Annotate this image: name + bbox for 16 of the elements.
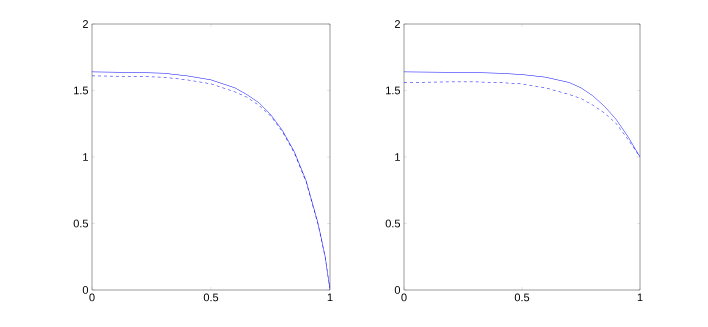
y-tick-label: 0	[82, 286, 88, 294]
x-tick-label: 1	[638, 294, 643, 302]
y-tick-label: 2	[82, 20, 88, 28]
y-tick-label: 1	[395, 153, 400, 161]
y-tick-label: 0.5	[386, 220, 400, 228]
y-tick-label: 0.5	[74, 220, 88, 228]
x-tick-label: 0.5	[204, 294, 218, 302]
y-tick-label: 0	[394, 286, 400, 294]
y-tick-label: 1.5	[386, 86, 400, 94]
y-tick-label: 2	[394, 20, 400, 28]
x-tick-label: 1	[328, 294, 333, 302]
x-tick-label: 0	[401, 294, 407, 302]
x-tick-label: 0	[89, 294, 95, 302]
y-tick-label: 1.5	[74, 86, 88, 94]
x-tick-label: 0.5	[514, 294, 530, 302]
y-tick-label: 1	[83, 153, 88, 161]
